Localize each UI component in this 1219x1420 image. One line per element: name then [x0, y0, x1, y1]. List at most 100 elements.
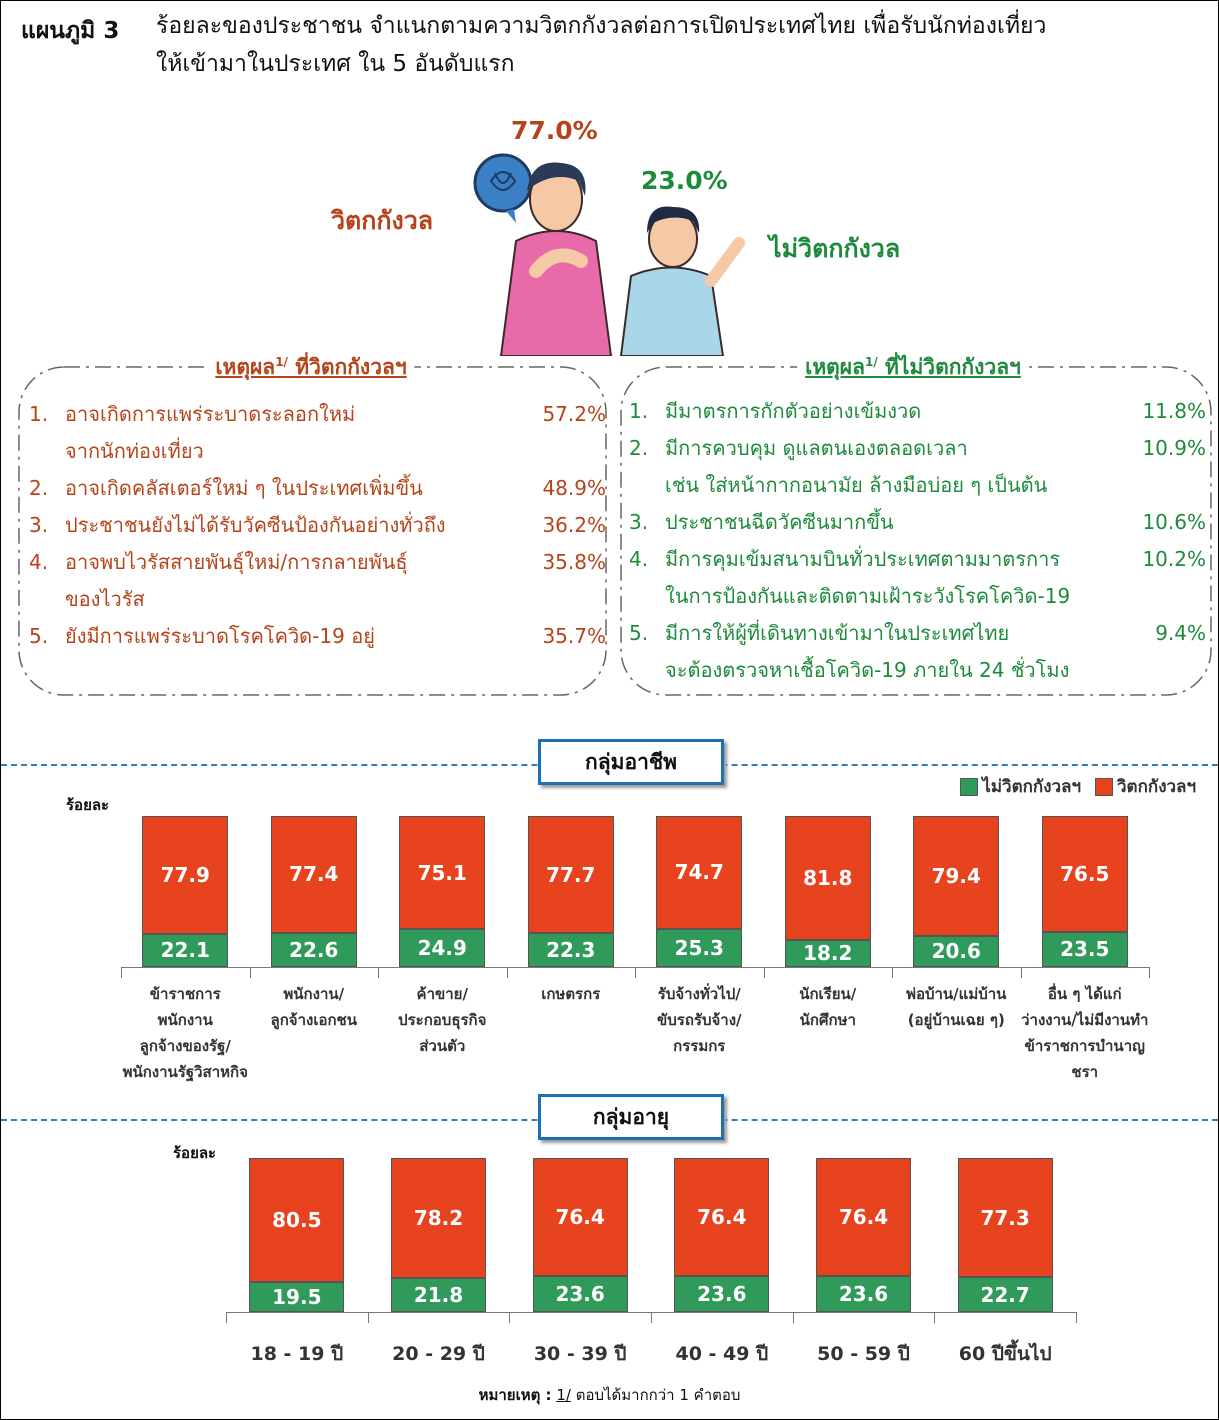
data-label: 20.6	[931, 939, 981, 964]
data-label: 22.3	[546, 938, 596, 963]
reason-text: ประชาชนยังไม่ได้รับวัคซีนป้องกันอย่างทั่…	[65, 513, 446, 537]
x-tick	[121, 967, 122, 978]
bar-segment	[527, 933, 614, 967]
bar-segment	[674, 1158, 770, 1276]
reason-item: 4. มีการคุมเข้มสนามบินทั่วประเทศตามมาตรกา…	[629, 541, 1206, 615]
reason-heading: เหตุผล1/ ที่วิตกกังวลฯ	[207, 351, 415, 384]
reason-num: 3.	[629, 510, 649, 534]
footnote-label: หมายเหตุ :	[478, 1386, 552, 1404]
x-tick-label: 20 - 29 ปี	[392, 1343, 485, 1365]
bar-segment	[532, 1275, 628, 1312]
reason-value: 57.2%	[542, 402, 606, 426]
x-tick	[892, 967, 893, 978]
reason-text: มีการให้ผู้ที่เดินทางเข้ามาในประเทศไทย จ…	[665, 621, 1070, 682]
bar-segment	[270, 932, 357, 967]
data-label: 25.3	[674, 935, 724, 960]
reason-num: 2.	[29, 476, 49, 500]
x-tick-label: พ่อบ้าน/แม่บ้าน (อยู่บ้านเฉย ๆ)	[906, 985, 1007, 1029]
y-axis-label: ร้อยละ	[173, 1144, 217, 1162]
reason-heading-rest: ที่วิตกกังวลฯ	[287, 355, 407, 379]
legend-swatch	[1095, 777, 1114, 796]
data-label: 23.6	[555, 1281, 605, 1306]
data-label: 19.5	[272, 1284, 322, 1309]
x-tick	[934, 1312, 936, 1323]
data-label: 22.1	[160, 938, 210, 963]
bar-segment	[142, 816, 229, 934]
x-tick	[651, 1312, 652, 1323]
bar-segment	[527, 816, 614, 934]
reason-num: 1.	[629, 399, 649, 423]
bar-segment	[674, 1275, 770, 1312]
x-tick-label: ค้าขาย/ ประกอบธุรกิจ ส่วนตัว	[398, 985, 487, 1055]
reason-text: มีการคุมเข้มสนามบินทั่วประเทศตามมาตรการ …	[665, 547, 1071, 608]
data-label: 78.2	[413, 1206, 464, 1231]
x-tick	[367, 1312, 369, 1323]
x-tick-label: นักเรียน/ นักศึกษา	[799, 985, 857, 1029]
footnote-text: ตอบได้มากกว่า 1 คำตอบ	[570, 1386, 741, 1404]
reason-item: 3. ประชาชนฉีดวัคซีนมากขึ้น 10.6%	[629, 504, 1206, 541]
bar-segment	[1041, 931, 1128, 967]
x-tick-label: พนักงาน/ ลูกจ้างเอกชน	[270, 985, 357, 1029]
bar-segment	[784, 939, 871, 967]
reason-value: 48.9%	[542, 476, 606, 500]
illustration	[473, 153, 745, 356]
figure-label: แผนภูมิ 3	[21, 18, 120, 44]
x-tick	[1149, 967, 1150, 978]
bar-segment	[816, 1158, 911, 1276]
data-label: 79.4	[931, 863, 981, 888]
reason-heading-sup: 1/	[275, 355, 288, 369]
not-worried-value: 23.0%	[641, 166, 728, 195]
legend-label: ไม่วิตกกังวลฯ	[982, 777, 1082, 797]
data-label: 76.5	[1060, 861, 1110, 886]
data-label: 22.7	[980, 1282, 1030, 1307]
data-label: 74.7	[674, 860, 724, 885]
reason-text: ประชาชนฉีดวัคซีนมากขึ้น	[665, 510, 894, 534]
reason-value: 10.9%	[1142, 436, 1206, 460]
reason-heading: เหตุผล1/ ที่ไม่วิตกกังวลฯ	[797, 351, 1029, 384]
data-label: 76.4	[555, 1204, 605, 1229]
footnote-ref: 1/	[556, 1386, 571, 1404]
reason-text: อาจพบไวรัสสายพันธุ์ใหม่/การกลายพันธุ์ ขอ…	[65, 550, 408, 611]
reason-num: 4.	[29, 550, 49, 574]
data-label: 77.4	[289, 862, 339, 887]
data-label: 76.4	[838, 1204, 889, 1229]
reason-text: อาจเกิดการแพร่ระบาดระลอกใหม่ จากนักท่องเ…	[65, 402, 356, 463]
x-tick	[378, 967, 379, 978]
x-tick-label: เกษตรกร	[541, 985, 601, 1003]
x-tick-label: 30 - 39 ปี	[533, 1343, 627, 1365]
bar-segment	[249, 1158, 345, 1282]
bar-segment	[957, 1277, 1053, 1312]
not-worried-label: ไม่วิตกกังวล	[769, 234, 901, 263]
section-title: กลุ่มอาชีพ	[538, 739, 724, 785]
data-label: 23.5	[1060, 937, 1110, 962]
bar-segment	[784, 816, 871, 940]
reason-num: 3.	[29, 513, 49, 537]
data-label: 77.7	[546, 862, 596, 887]
bar-segment	[816, 1275, 911, 1312]
reason-heading-rest: ที่ไม่วิตกกังวลฯ	[877, 355, 1021, 379]
legend-label: วิตกกังวลฯ	[1117, 777, 1196, 797]
x-tick	[1076, 1312, 1077, 1323]
data-label: 77.9	[160, 862, 210, 887]
figure-title: ร้อยละของประชาชน จำแนกตามความวิตกกังวลต่…	[156, 13, 1047, 77]
reason-text: อาจเกิดคลัสเตอร์ใหม่ ๆ ในประเทศเพิ่มขึ้น	[65, 476, 423, 500]
data-label: 21.8	[413, 1283, 464, 1308]
reason-value: 11.8%	[1142, 399, 1206, 423]
reason-item: 3. ประชาชนยังไม่ได้รับวัคซีนป้องกันอย่างท…	[29, 507, 606, 544]
data-label: 75.1	[417, 860, 467, 885]
legend-swatch	[960, 777, 979, 796]
reason-value: 35.8%	[542, 550, 606, 574]
bar-segment	[913, 816, 1000, 936]
bar-segment	[957, 1158, 1053, 1278]
data-label: 80.5	[272, 1207, 322, 1232]
reason-num: 5.	[29, 624, 49, 648]
x-tick	[763, 967, 765, 978]
reason-item: 2. มีการควบคุม ดูแลตนเองตลอดเวลา เช่น ใส่…	[629, 430, 1206, 504]
x-tick	[506, 967, 508, 978]
bar-segment	[656, 928, 743, 967]
reason-num: 5.	[629, 621, 649, 645]
reason-num: 4.	[629, 547, 649, 571]
y-axis-label: ร้อยละ	[66, 796, 110, 814]
reason-heading-sup: 1/	[864, 355, 878, 369]
